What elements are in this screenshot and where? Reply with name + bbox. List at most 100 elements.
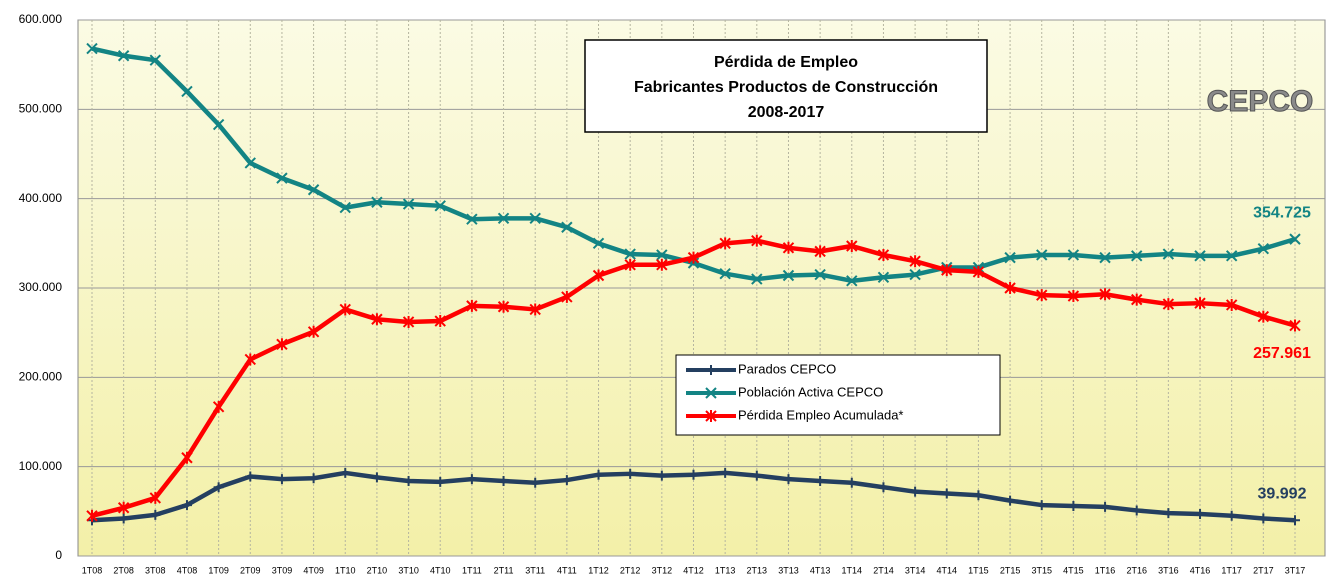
marker — [307, 184, 320, 196]
x-tick-label: 2T14 — [873, 565, 894, 575]
marker — [782, 269, 795, 282]
x-tick-label: 3T13 — [778, 565, 799, 575]
marker — [1225, 298, 1238, 311]
marker — [625, 468, 636, 479]
end-label: 257.961 — [1253, 345, 1311, 362]
marker — [212, 118, 225, 131]
marker — [973, 490, 984, 501]
marker — [434, 315, 446, 328]
marker — [877, 271, 890, 283]
marker — [1131, 250, 1143, 262]
marker — [149, 491, 162, 504]
marker — [909, 255, 921, 268]
x-tick-label: 3T11 — [525, 565, 545, 575]
x-tick-label: 3T17 — [1285, 565, 1306, 575]
marker — [656, 470, 667, 481]
x-tick-label: 2T10 — [367, 565, 388, 575]
marker — [339, 303, 351, 316]
marker — [276, 338, 288, 351]
marker — [339, 201, 351, 214]
x-tick-label: 2T08 — [113, 565, 134, 575]
marker — [846, 275, 858, 287]
marker — [1067, 290, 1080, 303]
marker — [751, 470, 762, 481]
end-label: 354.725 — [1253, 204, 1311, 221]
marker — [561, 221, 573, 233]
marker — [1004, 282, 1016, 294]
marker — [941, 488, 952, 499]
marker — [1100, 501, 1111, 512]
marker — [782, 241, 795, 254]
legend-label: Pérdida Empleo Acumulada* — [738, 407, 904, 422]
marker — [751, 234, 763, 247]
x-tick-label: 4T09 — [303, 565, 324, 575]
marker — [371, 196, 383, 208]
marker — [1036, 249, 1048, 261]
marker — [1194, 250, 1206, 262]
marker — [86, 509, 98, 522]
x-tick-label: 1T15 — [968, 565, 989, 575]
marker — [402, 315, 415, 328]
marker — [1004, 251, 1016, 264]
marker — [593, 469, 604, 480]
x-tick-label: 4T10 — [430, 565, 451, 575]
marker — [719, 267, 731, 280]
y-tick-label: 200.000 — [19, 370, 63, 384]
marker — [1289, 319, 1301, 332]
marker — [466, 474, 477, 485]
marker — [245, 471, 256, 482]
marker — [307, 325, 320, 338]
marker — [308, 473, 319, 484]
logo: CEPCO — [1207, 85, 1314, 118]
marker — [117, 50, 130, 62]
marker — [561, 290, 573, 303]
marker — [1162, 248, 1175, 260]
y-tick-label: 100.000 — [19, 459, 63, 473]
marker — [1036, 289, 1048, 302]
marker — [1131, 293, 1143, 306]
title-box — [584, 39, 988, 133]
chart-title: Pérdida de Empleo — [714, 54, 858, 71]
x-tick-label: 2T11 — [494, 565, 514, 575]
x-tick-label: 3T16 — [1158, 565, 1179, 575]
marker — [941, 264, 953, 277]
marker — [815, 475, 826, 486]
chart-title: Fabricantes Productos de Construcción — [634, 79, 938, 96]
x-tick-label: 1T12 — [588, 565, 609, 575]
x-tick-label: 2T13 — [747, 565, 768, 575]
marker — [910, 486, 921, 497]
marker — [1258, 513, 1269, 524]
marker — [149, 54, 162, 66]
marker — [181, 451, 193, 464]
marker — [466, 299, 478, 312]
marker — [435, 476, 446, 487]
x-tick-label: 2T09 — [240, 565, 261, 575]
x-tick-label: 1T17 — [1221, 565, 1242, 575]
marker — [705, 387, 717, 399]
marker — [1163, 508, 1174, 519]
marker — [181, 500, 192, 511]
marker — [1226, 510, 1237, 521]
marker — [118, 513, 129, 524]
marker — [783, 474, 794, 485]
marker — [1131, 505, 1142, 516]
x-tick-label: 4T14 — [937, 565, 958, 575]
marker — [1099, 288, 1111, 301]
marker — [814, 268, 826, 281]
x-tick-label: 4T11 — [557, 565, 577, 575]
marker — [719, 237, 731, 250]
x-tick-label: 1T16 — [1095, 565, 1116, 575]
marker — [529, 303, 541, 316]
marker — [814, 245, 826, 258]
x-tick-label: 1T09 — [208, 565, 229, 575]
marker — [276, 172, 288, 184]
marker — [371, 472, 382, 483]
marker — [720, 467, 731, 478]
marker — [751, 273, 763, 285]
x-tick-label: 2T15 — [1000, 565, 1021, 575]
marker — [181, 85, 193, 98]
marker — [972, 265, 985, 278]
marker — [434, 200, 446, 212]
marker — [878, 482, 889, 493]
